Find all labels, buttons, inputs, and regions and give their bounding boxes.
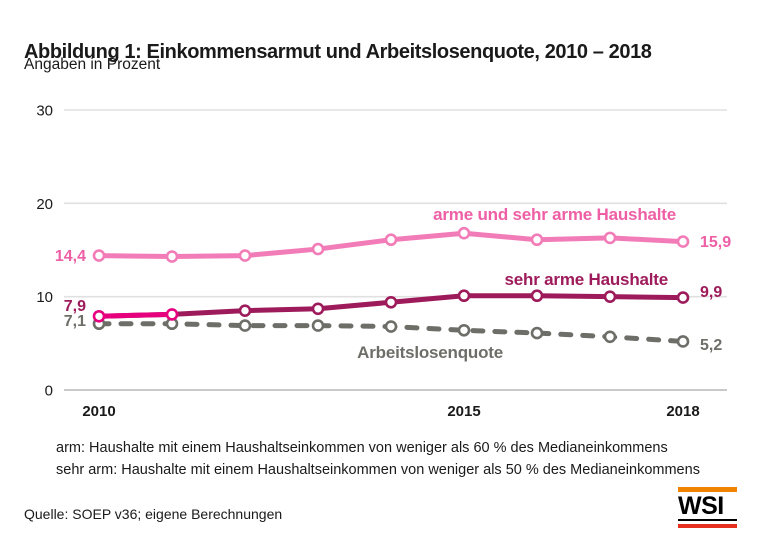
last-value-label-1: 9,9: [700, 284, 722, 301]
data-point-1-2012: [238, 304, 252, 317]
data-point-0-2017: [603, 231, 617, 245]
footnote-arm: arm: Haushalte mit einem Haushaltseinkom…: [56, 440, 668, 456]
figure-subtitle: Angaben in Prozent: [24, 56, 161, 73]
data-point-0-2010: [92, 249, 106, 262]
logo-bottom-bar: [678, 524, 737, 528]
first-value-label-1: 7,9: [64, 298, 86, 315]
data-point-2-2014: [384, 320, 398, 333]
ytick-30: 30: [36, 103, 53, 120]
wsi-logo: WSI: [678, 487, 737, 528]
chart-canvas: 0 10 20 30 2010 2015 2018 Arbeitslosenquote 7,1 5…: [36, 103, 731, 421]
source-note: Quelle: SOEP v36; eigene Berechnungen: [24, 506, 283, 522]
series-line-1-highlight-segment: [98, 311, 173, 319]
footnote-sehr-arm: sehr arm: Haushalte mit einem Haushaltse…: [56, 462, 700, 478]
logo-text: WSI: [678, 494, 737, 521]
line-chart: 0 10 20 30 2010 2015 2018 Arbeitslosenquote 7,1 5…: [0, 95, 768, 435]
last-value-label-0: 15,9: [700, 234, 731, 251]
data-point-1-2014: [384, 295, 398, 309]
xtick-2010: 2010: [82, 403, 115, 420]
xtick-2015: 2015: [447, 403, 480, 420]
data-point-1-2013: [311, 302, 325, 316]
data-point-2-2013: [311, 319, 325, 332]
data-point-0-2011: [165, 250, 179, 263]
data-point-2-2016: [530, 326, 544, 340]
ytick-20: 20: [36, 196, 53, 213]
data-point-1-2017: [603, 290, 617, 303]
xtick-2018: 2018: [666, 403, 699, 420]
first-value-label-2: 7,1: [64, 313, 86, 330]
data-point-2-2012: [238, 319, 252, 332]
data-point-1-2018: [676, 291, 690, 304]
data-point-1-2011: [165, 308, 179, 321]
data-point-0-2016: [530, 233, 544, 247]
data-point-0-2018: [676, 235, 690, 248]
data-point-0-2015: [457, 226, 471, 240]
ytick-10: 10: [36, 289, 53, 306]
data-point-2-2018: [676, 335, 690, 348]
data-point-1-2015: [457, 289, 471, 303]
data-point-2-2015: [457, 323, 471, 337]
data-point-2-2017: [603, 330, 617, 344]
data-point-0-2012: [238, 249, 252, 262]
data-point-0-2013: [311, 242, 325, 256]
data-point-1-2016: [530, 289, 544, 303]
footnotes: arm: Haushalte mit einem Haushaltseinkom…: [56, 437, 700, 481]
data-point-1-2010: [92, 309, 106, 323]
last-value-label-2: 5,2: [700, 337, 722, 354]
ytick-0: 0: [45, 383, 53, 400]
series-label-2: Arbeitslosenquote: [357, 343, 503, 362]
data-point-0-2014: [384, 233, 398, 247]
logo-top-bar: [678, 487, 737, 492]
figure-title: Abbildung 1: Einkommensarmut und Arbeits…: [24, 41, 652, 64]
series-label-1: sehr arme Haushalte: [505, 270, 668, 289]
first-value-label-0: 14,4: [55, 248, 86, 265]
series-label-0: arme und sehr arme Haushalte: [433, 205, 676, 224]
